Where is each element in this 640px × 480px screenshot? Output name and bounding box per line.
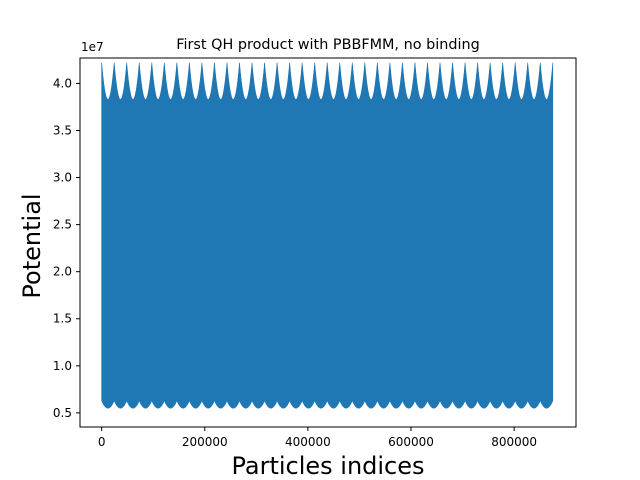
y-tick-label: 2.0 <box>53 265 72 279</box>
y-tick-label: 1.5 <box>53 312 72 326</box>
y-tick-label: 3.0 <box>53 171 72 185</box>
x-tick-label: 200000 <box>182 435 228 449</box>
y-tick-label: 1.0 <box>53 359 72 373</box>
y-tick-label: 4.0 <box>53 76 72 90</box>
x-axis-label: Particles indices <box>231 452 424 480</box>
chart-title: First QH product with PBBFMM, no binding <box>176 37 479 53</box>
x-tick-label: 800000 <box>491 435 537 449</box>
y-offset-label: 1e7 <box>81 40 104 54</box>
plot-area <box>101 62 554 409</box>
y-tick-label: 0.5 <box>53 406 72 420</box>
x-axis: 0 200000 400000 600000 800000 <box>98 427 537 449</box>
x-tick-label: 0 <box>98 435 106 449</box>
y-tick-label: 3.5 <box>53 123 72 137</box>
y-axis: 0.5 1.0 1.5 2.0 2.5 3.0 3.5 4.0 <box>53 76 80 420</box>
series-0-area <box>101 62 554 409</box>
x-tick-label: 600000 <box>388 435 434 449</box>
x-tick-label: 400000 <box>285 435 331 449</box>
plot-frame <box>79 57 577 428</box>
y-tick-label: 2.5 <box>53 218 72 232</box>
y-axis-label: Potential <box>18 193 46 298</box>
